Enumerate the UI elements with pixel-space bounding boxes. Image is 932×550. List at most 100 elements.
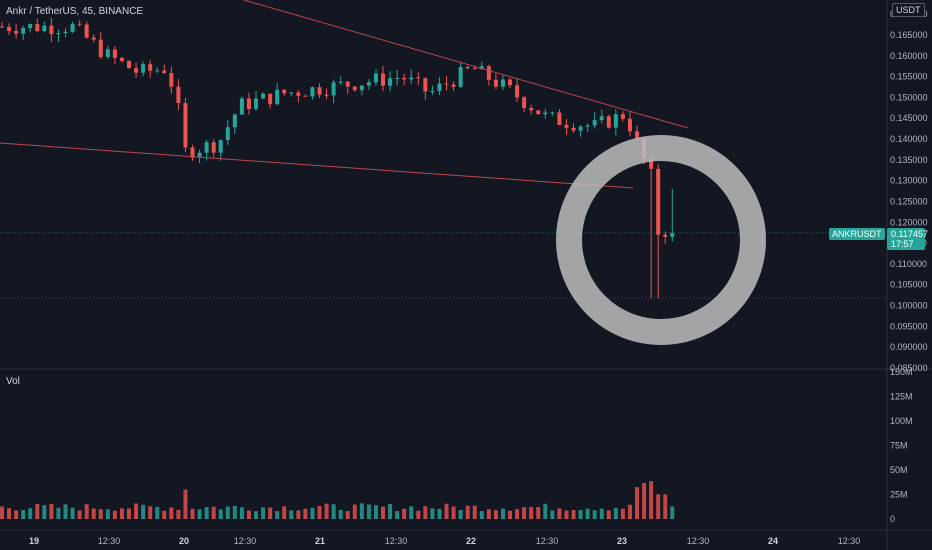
volume-bar	[42, 505, 47, 519]
volume-tick-label: 50M	[890, 465, 908, 475]
volume-bar	[134, 503, 139, 519]
volume-bar	[28, 508, 33, 519]
volume-bar	[190, 508, 195, 519]
volume-bar	[324, 503, 329, 519]
volume-bar	[606, 510, 611, 519]
candle-body	[479, 66, 484, 70]
volume-bar	[493, 510, 498, 519]
volume-bar	[204, 507, 209, 519]
volume-bar	[381, 506, 386, 519]
volume-bar	[119, 508, 124, 519]
candle-body	[289, 92, 294, 94]
currency-badge[interactable]: USDT	[892, 3, 925, 17]
volume-bar	[599, 508, 604, 519]
candle-body	[303, 95, 308, 97]
candle-body	[211, 142, 216, 153]
candle-body	[77, 23, 82, 25]
volume-bar	[656, 494, 661, 519]
volume-bar	[331, 504, 336, 519]
candle-body	[649, 158, 654, 169]
candle-body	[35, 24, 40, 32]
price-tick-label: 0.130000	[890, 176, 928, 186]
candle-body	[317, 87, 322, 95]
volume-tick-label: 25M	[890, 490, 908, 500]
volume-bar	[620, 508, 625, 519]
volume-bar	[14, 510, 19, 519]
volume-bar	[282, 506, 287, 519]
candle-body	[56, 32, 61, 35]
candle-body	[155, 70, 160, 72]
candle-body	[663, 234, 668, 237]
candle-body	[254, 98, 259, 109]
candle-body	[508, 79, 513, 86]
volume-bar	[77, 510, 82, 519]
candle-body	[204, 142, 209, 153]
volume-bar	[49, 503, 54, 519]
time-tick-label: 19	[29, 536, 39, 546]
candle-body	[324, 94, 329, 96]
price-tick-label: 0.110000	[890, 259, 927, 269]
candle-body	[134, 68, 139, 73]
volume-tick-label: 100M	[890, 416, 913, 426]
candle-body	[119, 57, 124, 61]
candle-body	[42, 25, 47, 32]
volume-bar	[635, 487, 640, 519]
volume-bar	[7, 508, 12, 519]
time-tick-label: 20	[179, 536, 189, 546]
volume-bar	[359, 503, 364, 519]
candle-body	[578, 126, 583, 131]
volume-bar	[373, 505, 378, 519]
volume-bar	[571, 510, 576, 519]
candle-body	[112, 49, 117, 58]
candle-body	[529, 108, 534, 111]
volume-bar	[649, 481, 654, 519]
volume-bar	[578, 510, 583, 519]
upper-trendline	[243, 0, 689, 129]
volume-bar	[444, 503, 449, 519]
candle-body	[141, 64, 146, 73]
volume-bar	[84, 504, 89, 519]
candle-body	[225, 127, 230, 141]
candle-body	[282, 89, 287, 94]
volume-bar	[169, 507, 174, 519]
candle-body	[437, 83, 442, 91]
time-tick-label: 12:30	[98, 536, 121, 546]
candle-body	[14, 30, 19, 34]
candle-body	[190, 147, 195, 158]
candle-body	[388, 78, 393, 86]
volume-bar	[141, 504, 146, 519]
candle-body	[592, 120, 597, 126]
price-tick-label: 0.135000	[890, 155, 928, 165]
candle-body	[557, 112, 562, 125]
candle-body	[543, 112, 548, 115]
volume-bar	[56, 507, 61, 519]
candle-body	[183, 103, 188, 148]
volume-bar	[458, 510, 463, 519]
volume-bar	[63, 504, 68, 519]
candle-body	[409, 77, 414, 80]
last-price-value: 0.117457	[891, 229, 928, 239]
time-tick-label: 12:30	[385, 536, 408, 546]
volume-bar	[543, 503, 548, 519]
price-tick-label: 0.140000	[890, 134, 928, 144]
price-tick-label: 0.145000	[890, 113, 928, 123]
volume-bar	[317, 505, 322, 519]
price-tick-label: 0.160000	[890, 51, 928, 61]
volume-bar	[585, 508, 590, 519]
volume-bar	[254, 511, 259, 519]
volume-bar	[437, 508, 442, 519]
price-tick-label: 0.095000	[890, 321, 928, 331]
volume-bar	[289, 510, 294, 519]
countdown-value: 17:57	[891, 239, 914, 249]
candle-body	[444, 83, 449, 85]
candle-body	[613, 114, 618, 128]
volume-bar	[352, 504, 357, 519]
candle-body	[465, 67, 470, 69]
candle-body	[373, 73, 378, 83]
candle-body	[472, 68, 477, 70]
volume-bar	[536, 507, 541, 519]
volume-bar	[564, 510, 569, 519]
volume-bar	[663, 494, 668, 519]
